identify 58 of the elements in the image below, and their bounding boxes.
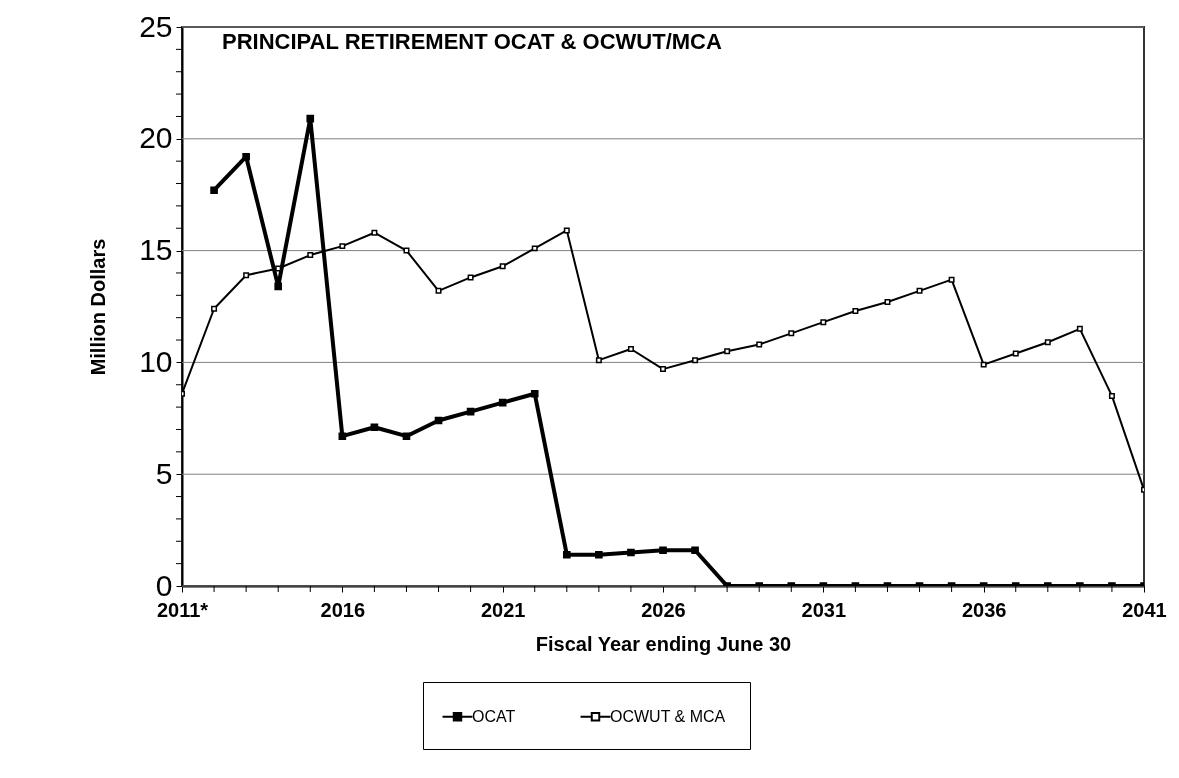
point [531,245,538,252]
point [756,341,763,348]
point [338,432,347,440]
point [435,287,442,294]
point [467,274,474,281]
point [980,361,987,368]
point [1076,325,1083,332]
point [306,114,315,123]
point [210,186,218,195]
chart-title: PRINCIPAL RETIREMENT OCAT & OCWUT/MCA [222,29,722,54]
point [595,357,602,364]
point [820,319,827,326]
x-tick-label: 2016 [320,598,366,621]
point [691,546,699,555]
x-tick-label: 2026 [641,598,686,621]
point [339,243,346,250]
x-tick-label: 2041 [1122,598,1167,621]
x-tick-label: 2031 [801,598,847,621]
point [659,546,667,555]
point [403,247,410,254]
y-tick-label: 5 [155,456,173,490]
point [595,550,603,559]
point [692,357,699,364]
point [627,548,635,557]
x-axis-title: Fiscal Year ending June 30 [535,632,792,655]
point [916,287,923,294]
y-tick-label: 10 [139,344,173,378]
y-tick-label: 25 [139,9,173,43]
point [242,152,250,161]
y-tick-label: 20 [139,121,173,155]
point [275,265,282,272]
legend-label: OCWUT & MCA [610,707,726,725]
point [660,366,666,373]
point [884,299,891,306]
point [562,550,571,559]
point [243,272,250,279]
point [274,282,283,291]
point [627,346,634,352]
point [1108,392,1115,399]
point [499,263,506,270]
x-tick-label: 2036 [961,598,1007,621]
point [788,330,795,337]
point [530,389,539,398]
point [211,305,218,312]
point [852,307,859,314]
point [1012,350,1019,357]
y-tick-label: 15 [139,233,173,267]
point [948,276,955,283]
point [371,229,378,236]
point [307,252,314,259]
y-axis-title: Million Dollars [87,238,110,376]
legend-label: OCAT [472,707,516,725]
point [370,423,379,432]
point [563,227,570,234]
point [724,348,731,355]
point [1044,339,1051,346]
point [402,432,411,440]
x-tick-label: 2021 [480,598,526,621]
